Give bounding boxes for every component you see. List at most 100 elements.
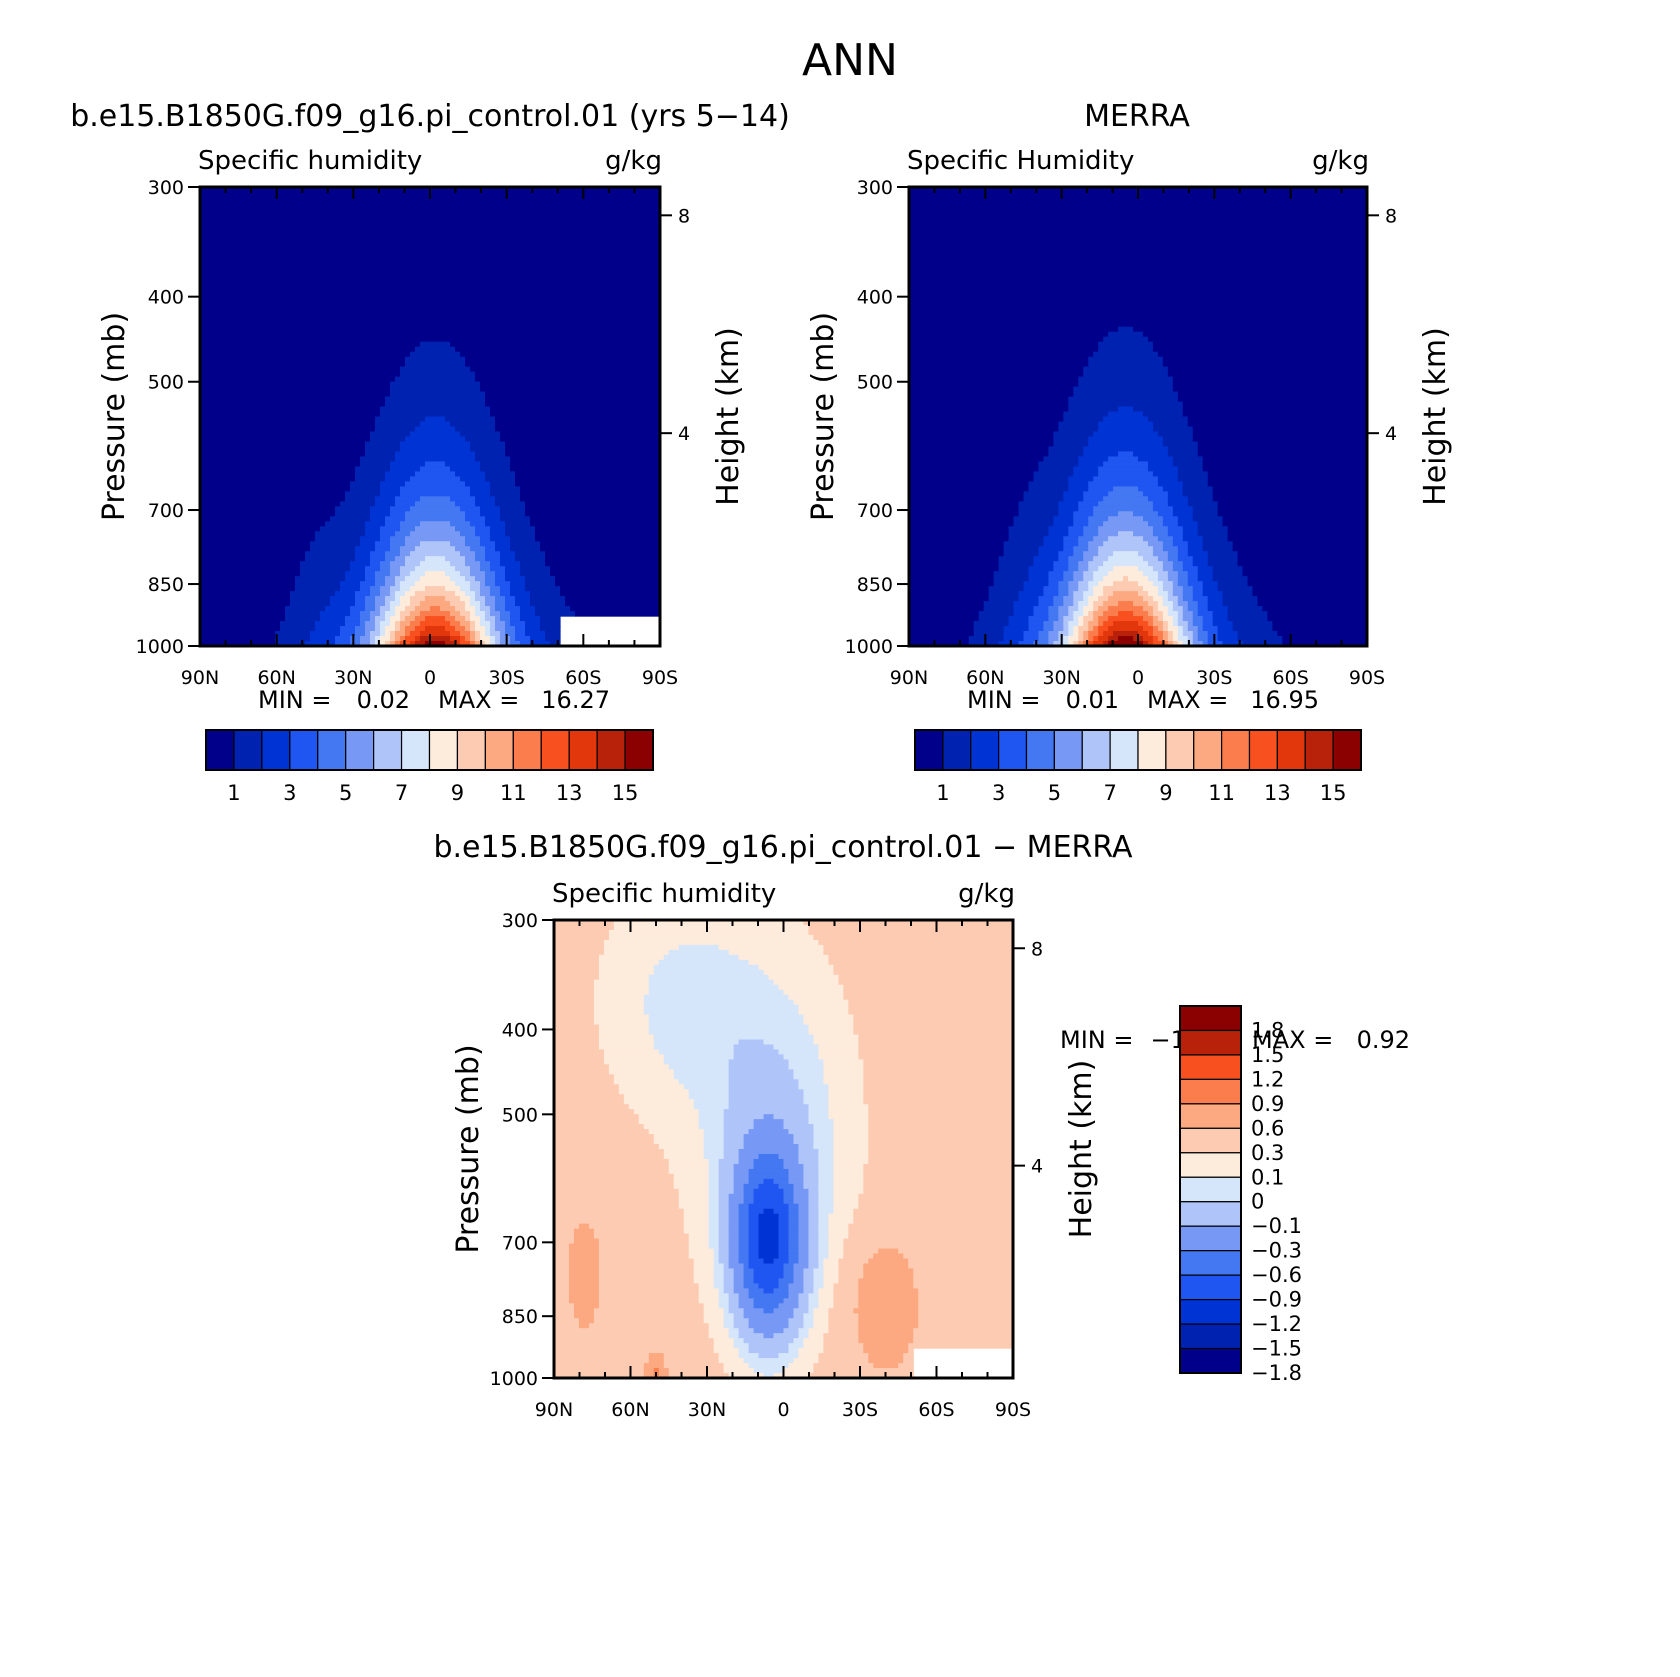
contour-cell <box>728 1084 800 1090</box>
contour-cell <box>490 566 506 572</box>
contour-cell <box>718 1258 730 1265</box>
contour-cell <box>1162 601 1174 607</box>
contour-cell <box>400 601 411 607</box>
contour-cell <box>1088 516 1109 522</box>
colorbar-box <box>317 729 347 771</box>
contour-cell <box>1108 616 1144 622</box>
contour-cell <box>1162 486 1184 492</box>
contour-cell <box>465 591 476 597</box>
contour-cell <box>200 311 660 318</box>
contour-cell <box>330 516 371 522</box>
contour-cell <box>305 641 336 646</box>
contour-cell <box>355 596 366 602</box>
contour-cell <box>728 1308 745 1314</box>
contour-cell <box>530 516 660 522</box>
contour-cell <box>598 1253 690 1260</box>
contour-cell <box>540 546 660 552</box>
contour-cell <box>520 566 551 572</box>
contour-cell <box>1177 571 1189 577</box>
contour-cell <box>450 636 461 642</box>
contour-cell <box>554 929 610 936</box>
contour-cell <box>480 561 491 567</box>
contour-cell <box>1202 616 1214 622</box>
contour-cell <box>743 1283 760 1289</box>
contour-cell <box>460 351 660 358</box>
contour-cell <box>525 511 660 517</box>
contour-cell <box>485 571 496 577</box>
contour-cell <box>1078 566 1089 572</box>
contour-cell <box>554 1119 640 1125</box>
contour-cell <box>688 1253 715 1260</box>
contour-cell <box>858 1338 914 1344</box>
contour-cell <box>200 486 351 492</box>
contour-cell <box>200 506 336 512</box>
contour-cell <box>909 511 1020 517</box>
contour-cell <box>500 636 511 642</box>
contour-cell <box>330 601 356 607</box>
contour-cell <box>1182 481 1209 487</box>
contour-cell <box>485 546 496 552</box>
contour-cell <box>818 1163 834 1170</box>
contour-cell <box>808 1253 820 1260</box>
contour-cell <box>465 436 501 443</box>
contour-cell <box>460 531 476 537</box>
contour-cell <box>909 391 1074 398</box>
contour-cell <box>520 496 660 502</box>
contour-cell <box>405 631 411 637</box>
contour-cell <box>773 1288 790 1294</box>
contour-cell <box>1147 521 1164 527</box>
contour-cell <box>803 920 1013 926</box>
contour-cell <box>1172 456 1204 462</box>
contour-cell <box>340 501 376 507</box>
contour-cell <box>858 1039 1013 1046</box>
colorbar-label: 1.2 <box>1251 1067 1284 1091</box>
y2-axis-title: Height (km) <box>711 327 746 506</box>
contour-cell <box>733 1188 745 1195</box>
contour-cell <box>738 1153 760 1160</box>
contour-cell <box>1272 621 1367 627</box>
contour-cell <box>1142 606 1154 612</box>
contour-cell <box>285 616 321 622</box>
contour-cell <box>858 1034 1013 1041</box>
contour-cell <box>1073 551 1084 557</box>
contour-cell <box>1157 616 1164 622</box>
contour-cell <box>1008 526 1049 532</box>
contour-cell <box>495 426 660 433</box>
contour-cell <box>1103 591 1114 597</box>
contour-cell <box>315 531 366 537</box>
contour-cell <box>1098 606 1109 612</box>
contour-cell <box>1033 556 1059 562</box>
contour-cell <box>909 311 1367 318</box>
contour-cell <box>718 944 825 951</box>
contour-cell <box>573 1303 600 1309</box>
contour-cell <box>380 481 406 487</box>
contour-cell <box>808 1258 820 1265</box>
contour-cell <box>788 1129 815 1135</box>
contour-cell <box>823 1059 864 1065</box>
contour-cell <box>1247 581 1367 587</box>
contour-cell <box>798 1203 810 1210</box>
contour-cell <box>380 641 386 646</box>
contour-cell <box>1202 461 1367 467</box>
contour-cell <box>733 1318 750 1324</box>
contour-cell <box>1207 596 1224 602</box>
contour-cell <box>1152 596 1164 602</box>
contour-cell <box>708 1218 720 1225</box>
contour-cell <box>500 511 526 517</box>
contour-cell <box>798 1158 820 1165</box>
contour-cell <box>200 356 406 363</box>
contour-cell <box>1133 406 1184 413</box>
contour-cell <box>355 591 371 597</box>
contour-cell <box>1078 606 1084 612</box>
contour-cell <box>1048 531 1069 537</box>
contour-cell <box>1093 626 1099 632</box>
contour-cell <box>500 556 516 562</box>
colorbar-box <box>1165 729 1195 771</box>
contour-cell <box>733 1313 745 1319</box>
contour-cell <box>909 626 975 632</box>
contour-cell <box>843 1253 874 1260</box>
contour-cell <box>455 501 476 507</box>
contour-cell <box>778 1218 790 1225</box>
contour-cell <box>793 1069 825 1075</box>
